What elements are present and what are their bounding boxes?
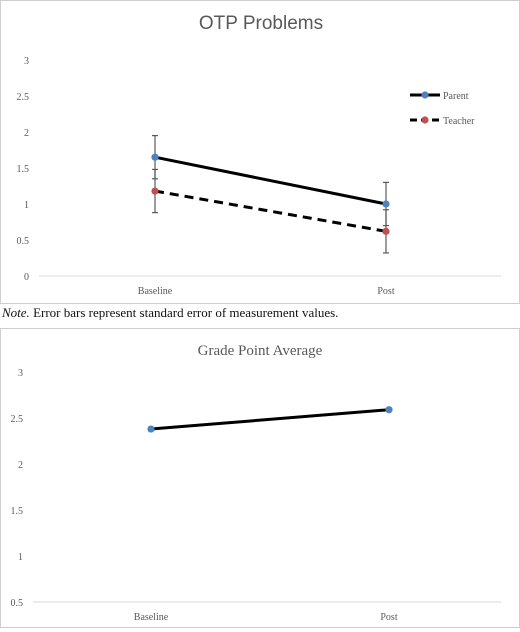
y-tick-label: 2: [18, 460, 23, 471]
legend-label-parent: Parent: [443, 91, 469, 102]
chart-title: OTP Problems: [199, 13, 323, 34]
y-tick-label: 1.5: [17, 164, 30, 175]
y-tick-label: 1: [24, 200, 29, 211]
y-tick-label: 3: [18, 368, 23, 379]
legend-label-teacher: Teacher: [443, 116, 475, 127]
y-tick-label: 3: [24, 56, 29, 67]
note-label: Note.: [2, 305, 30, 320]
gpa-chart-panel: Grade Point Average 0.5 1 1.5 2 2.5 3 Baseline P…: [0, 328, 520, 628]
y-tick-label: 2.5: [11, 414, 24, 425]
otp-problems-chart: OTP Problems 0 0.5 1 1.5 2 2.5 3 Baseline Post Par…: [17, 13, 501, 297]
x-tick-label: Baseline: [134, 612, 169, 623]
otp-problems-chart-panel: OTP Problems 0 0.5 1 1.5 2 2.5 3 Baseline Post Par…: [0, 0, 520, 304]
figure-note: Note. Error bars represent standard erro…: [2, 305, 338, 321]
data-point: [382, 227, 390, 235]
x-tick-label: Post: [380, 612, 397, 623]
y-tick-label: 0: [24, 272, 29, 283]
y-tick-label: 0.5: [17, 236, 30, 247]
y-tick-label: 2.5: [17, 92, 30, 103]
data-point: [385, 406, 393, 414]
x-tick-label: Baseline: [138, 286, 173, 297]
x-tick-label: Post: [377, 286, 394, 297]
series-line-0: [150, 408, 390, 431]
data-point: [382, 200, 390, 208]
y-tick-label: 2: [24, 128, 29, 139]
y-tick-label: 0.5: [11, 598, 24, 609]
chart-title: Grade Point Average: [198, 343, 323, 359]
series-line-parent: [154, 155, 387, 206]
legend-marker-teacher: [421, 116, 429, 124]
data-point: [147, 425, 155, 433]
note-text: Error bars represent standard error of m…: [29, 305, 339, 320]
y-tick-label: 1: [18, 552, 23, 563]
gpa-chart: Grade Point Average 0.5 1 1.5 2 2.5 3 Baseline P…: [11, 343, 501, 623]
series-line-teacher: [154, 189, 387, 233]
y-tick-label: 1.5: [11, 506, 24, 517]
legend-marker-parent: [421, 91, 429, 99]
data-point: [151, 153, 159, 161]
data-point: [151, 187, 159, 195]
